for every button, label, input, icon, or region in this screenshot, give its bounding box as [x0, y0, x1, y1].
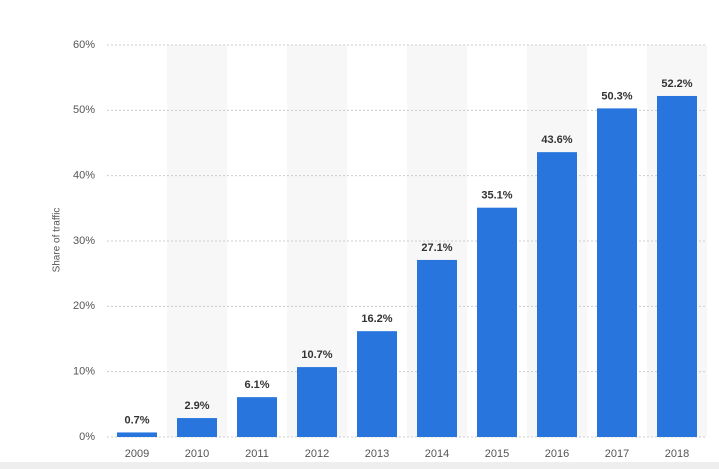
bar — [117, 432, 157, 437]
value-label: 43.6% — [541, 134, 572, 146]
bottom-strip — [0, 462, 719, 469]
y-tick-label: 40% — [73, 170, 95, 182]
value-label: 50.3% — [601, 90, 632, 102]
bar — [297, 367, 337, 437]
x-tick-label: 2010 — [185, 448, 209, 460]
x-tick-label: 2011 — [245, 448, 269, 460]
y-tick-label: 20% — [73, 300, 95, 312]
x-tick-label: 2016 — [545, 448, 569, 460]
x-tick-label: 2015 — [485, 448, 509, 460]
y-tick-label: 10% — [73, 366, 95, 378]
bar — [657, 95, 697, 438]
bar — [177, 418, 217, 437]
y-tick-label: 60% — [73, 39, 95, 51]
y-axis-title: Share of traffic — [52, 208, 63, 273]
x-tick-label: 2009 — [125, 448, 149, 460]
x-tick-label: 2012 — [305, 448, 329, 460]
value-label: 6.1% — [244, 379, 269, 391]
value-label: 2.9% — [184, 400, 209, 412]
x-tick-label: 2014 — [425, 448, 449, 460]
y-tick-label: 0% — [79, 431, 95, 443]
y-tick-label: 50% — [73, 104, 95, 116]
x-tick-label: 2017 — [605, 448, 629, 460]
bar — [537, 152, 577, 437]
x-tick-label: 2018 — [665, 448, 689, 460]
value-label: 16.2% — [361, 313, 392, 325]
bar — [477, 207, 517, 437]
bar — [357, 331, 397, 437]
bar — [597, 108, 637, 437]
y-tick-label: 30% — [73, 235, 95, 247]
value-label: 10.7% — [301, 349, 332, 361]
value-label: 27.1% — [421, 242, 452, 254]
value-label: 35.1% — [481, 190, 512, 202]
x-tick-label: 2013 — [365, 448, 389, 460]
value-label: 0.7% — [124, 414, 149, 426]
bar — [417, 259, 457, 437]
bar — [237, 397, 277, 437]
value-label: 52.2% — [661, 78, 692, 90]
